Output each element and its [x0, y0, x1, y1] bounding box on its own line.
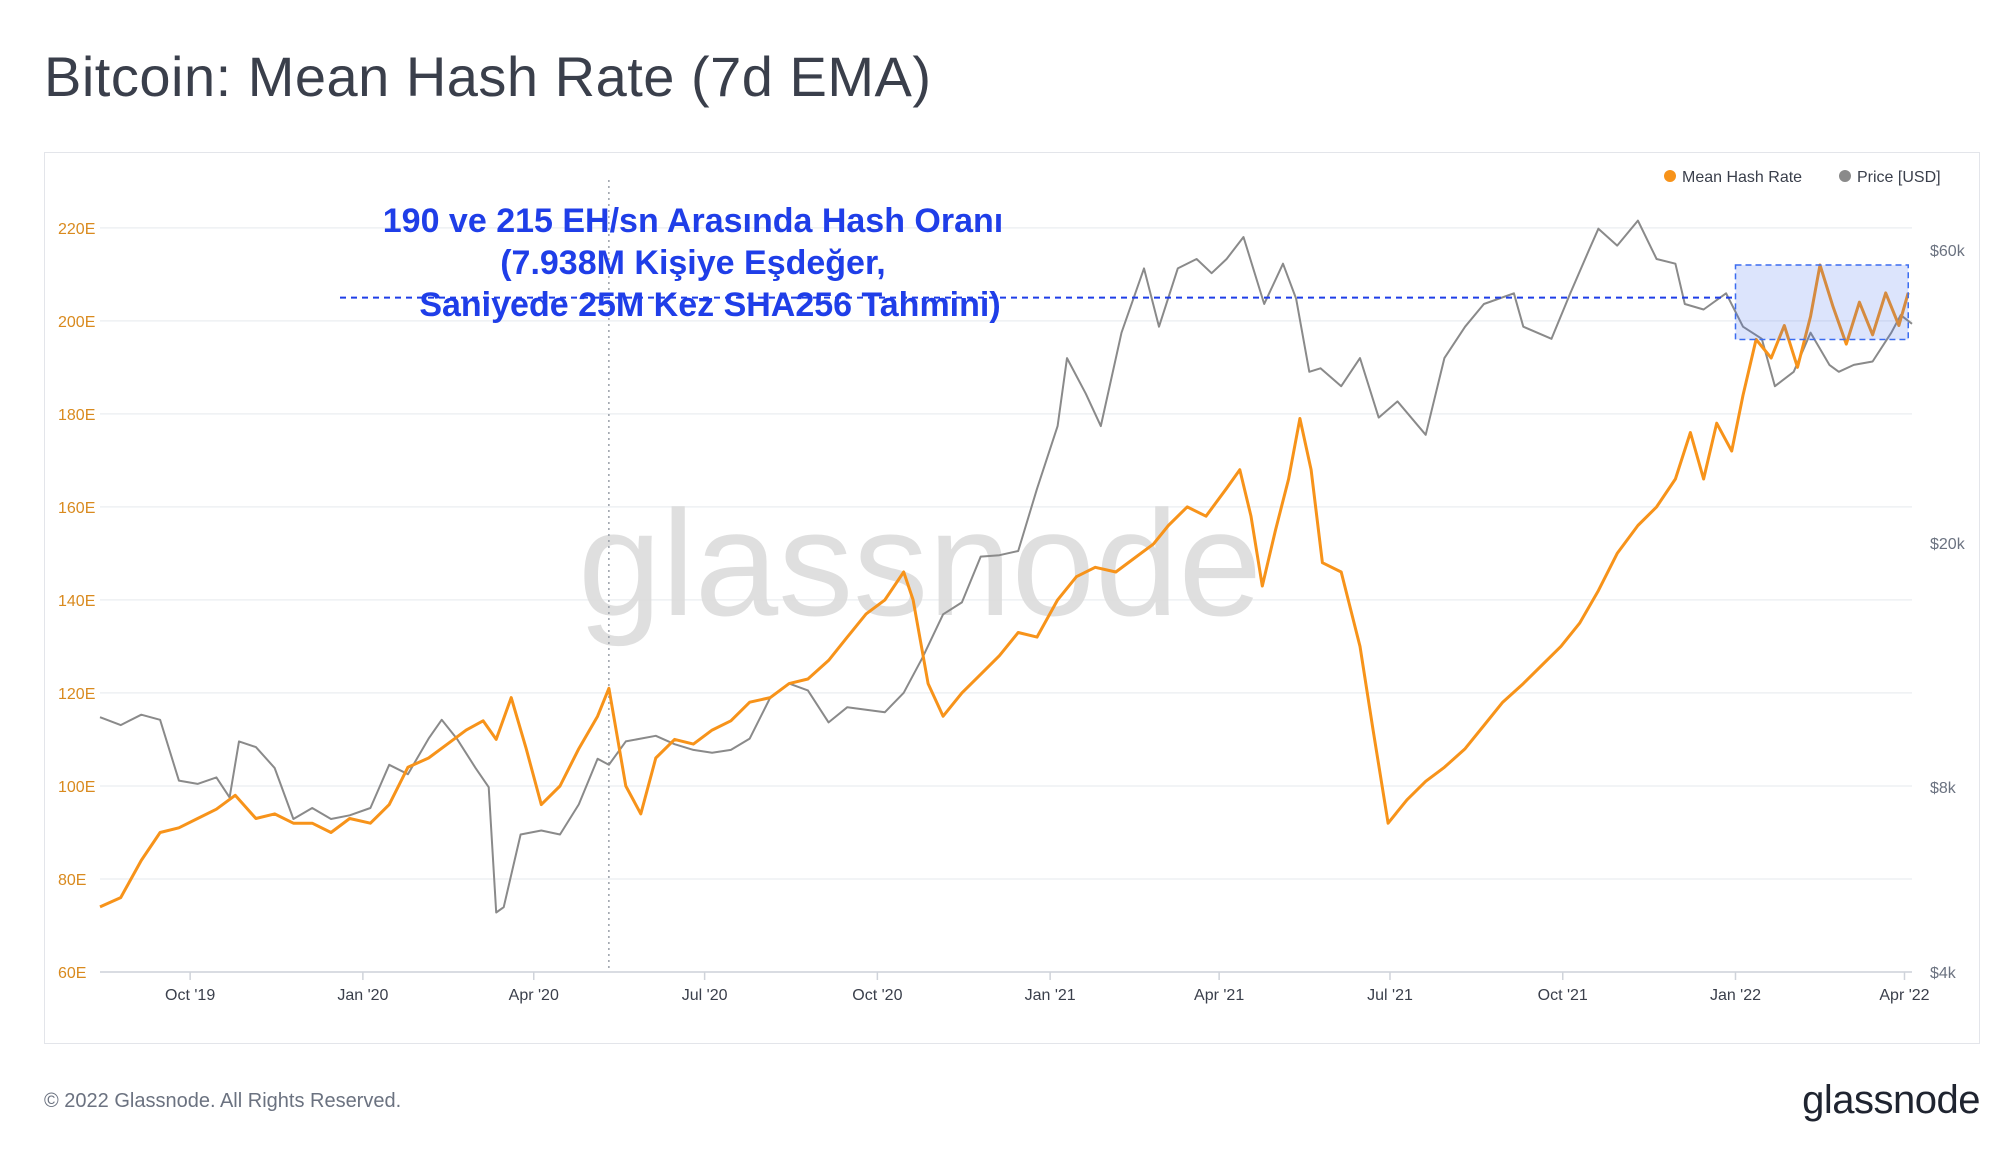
x-tick-label: Jan '21	[1025, 987, 1076, 1004]
hash-rate-series-line	[99, 263, 1910, 909]
y-left-tick-label: 100E	[58, 779, 95, 796]
annotation: 190 ve 215 EH/sn Arasında Hash Oranı (7.…	[383, 202, 1003, 324]
y-left-tick-label: 80E	[58, 872, 86, 889]
axis-layer: 60E 80E 100E 120E 140E 160E 180E 200E 220E $4k $8k…	[58, 221, 1966, 1004]
annotation-line-2: (7.938M Kişiye Eşdeğer,	[500, 244, 886, 282]
y-left-tick-label: 180E	[58, 407, 95, 424]
chart-frame	[44, 152, 1980, 1044]
series-layer	[99, 219, 1913, 914]
page-title: Bitcoin: Mean Hash Rate (7d EMA)	[44, 45, 932, 108]
y-left-tick-label: 160E	[58, 500, 95, 517]
y-left-tick-label: 220E	[58, 221, 95, 238]
x-tick-label: Oct '21	[1538, 987, 1588, 1004]
y-right-tick-label: $60k	[1930, 243, 1966, 260]
x-tick-label: Jan '22	[1710, 987, 1761, 1004]
y-right-tick-label: $4k	[1930, 965, 1957, 982]
y-left-tick-label: 60E	[58, 965, 86, 982]
x-tick-label: Oct '20	[852, 987, 902, 1004]
overlay-layer	[340, 264, 1909, 341]
x-tick-label: Apr '20	[509, 987, 559, 1004]
x-tick-label: Apr '22	[1879, 987, 1929, 1004]
y-right-tick-label: $20k	[1930, 536, 1966, 553]
x-tick-label: Jul '21	[1367, 987, 1413, 1004]
legend-swatch-price	[1839, 170, 1851, 182]
x-tick-label: Oct '19	[165, 987, 215, 1004]
highlight-box	[1734, 264, 1909, 341]
watermark: glassnode	[578, 479, 1262, 647]
price-series-line	[99, 219, 1913, 914]
legend-swatch-hash-rate	[1664, 170, 1676, 182]
legend[interactable]: Mean Hash Rate Price [USD]	[1664, 169, 1941, 186]
legend-label-price[interactable]: Price [USD]	[1857, 169, 1941, 186]
y-right-tick-label: $8k	[1930, 780, 1957, 797]
x-tick-label: Apr '21	[1194, 987, 1244, 1004]
annotation-line-1: 190 ve 215 EH/sn Arasında Hash Oranı	[383, 202, 1003, 240]
y-left-tick-label: 120E	[58, 686, 95, 703]
x-tick-label: Jan '20	[337, 987, 388, 1004]
annotation-line-3: Saniyede 25M Kez SHA256 Tahmini)	[419, 286, 1000, 324]
copyright: © 2022 Glassnode. All Rights Reserved.	[44, 1090, 402, 1112]
y-left-tick-label: 140E	[58, 593, 95, 610]
brand-logo[interactable]: glassnode	[1802, 1078, 1980, 1122]
legend-label-hash-rate[interactable]: Mean Hash Rate	[1682, 169, 1802, 186]
x-tick-label: Jul '20	[682, 987, 728, 1004]
y-left-tick-label: 200E	[58, 314, 95, 331]
